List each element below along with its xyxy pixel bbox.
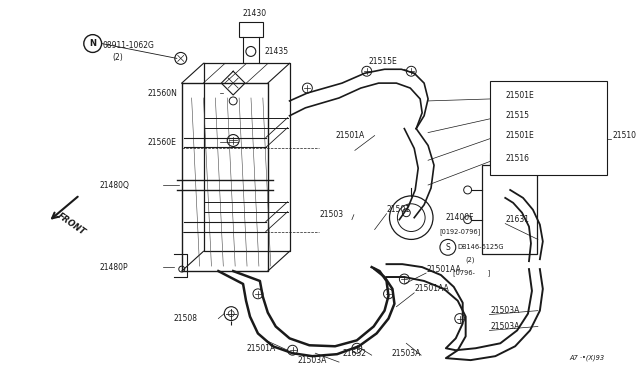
Text: 21560N: 21560N [147, 89, 177, 97]
Text: N: N [89, 39, 96, 48]
Text: 21508: 21508 [174, 314, 198, 323]
Text: (2): (2) [466, 257, 475, 263]
Text: [0796-      ]: [0796- ] [453, 270, 490, 276]
Text: 21516: 21516 [505, 154, 529, 163]
Text: 21501E: 21501E [505, 92, 534, 100]
Text: 21400F: 21400F [446, 213, 474, 222]
Text: 21503A: 21503A [392, 349, 421, 358]
Text: 21501E: 21501E [505, 131, 534, 140]
Bar [490, 153, 528, 165]
Text: 21501A: 21501A [335, 131, 364, 140]
Text: 21632: 21632 [342, 349, 366, 358]
Text: (2): (2) [113, 53, 124, 62]
Text: DB146-6125G: DB146-6125G [458, 244, 504, 250]
Text: 21480Q: 21480Q [100, 180, 129, 189]
Text: 21503: 21503 [319, 210, 344, 219]
Text: [0192-0796]: [0192-0796] [439, 228, 480, 235]
Text: 21631: 21631 [505, 215, 529, 224]
Text: A7 ·•(X)93: A7 ·•(X)93 [570, 355, 605, 361]
Text: 21501AA: 21501AA [426, 264, 461, 273]
Text: 21515E: 21515E [369, 57, 397, 66]
Text: S: S [445, 243, 450, 252]
Text: 21503A: 21503A [298, 356, 327, 365]
Text: 21503A: 21503A [490, 322, 520, 331]
Text: FRONT: FRONT [56, 211, 87, 237]
Text: 21515: 21515 [505, 111, 529, 120]
Text: 21480P: 21480P [100, 263, 128, 272]
Text: 21501: 21501 [387, 205, 410, 214]
Text: 21503A: 21503A [490, 306, 520, 315]
Text: 21501A: 21501A [246, 344, 275, 353]
Text: 21560E: 21560E [147, 138, 176, 147]
Text: 08911-1062G: 08911-1062G [102, 41, 154, 50]
Bar [239, 22, 262, 36]
Bar [483, 165, 537, 254]
Text: 21510: 21510 [612, 131, 636, 140]
Bar [490, 81, 607, 175]
Text: 21435: 21435 [265, 47, 289, 56]
Text: 21430: 21430 [243, 9, 267, 18]
Text: 21501AA: 21501AA [414, 284, 449, 294]
